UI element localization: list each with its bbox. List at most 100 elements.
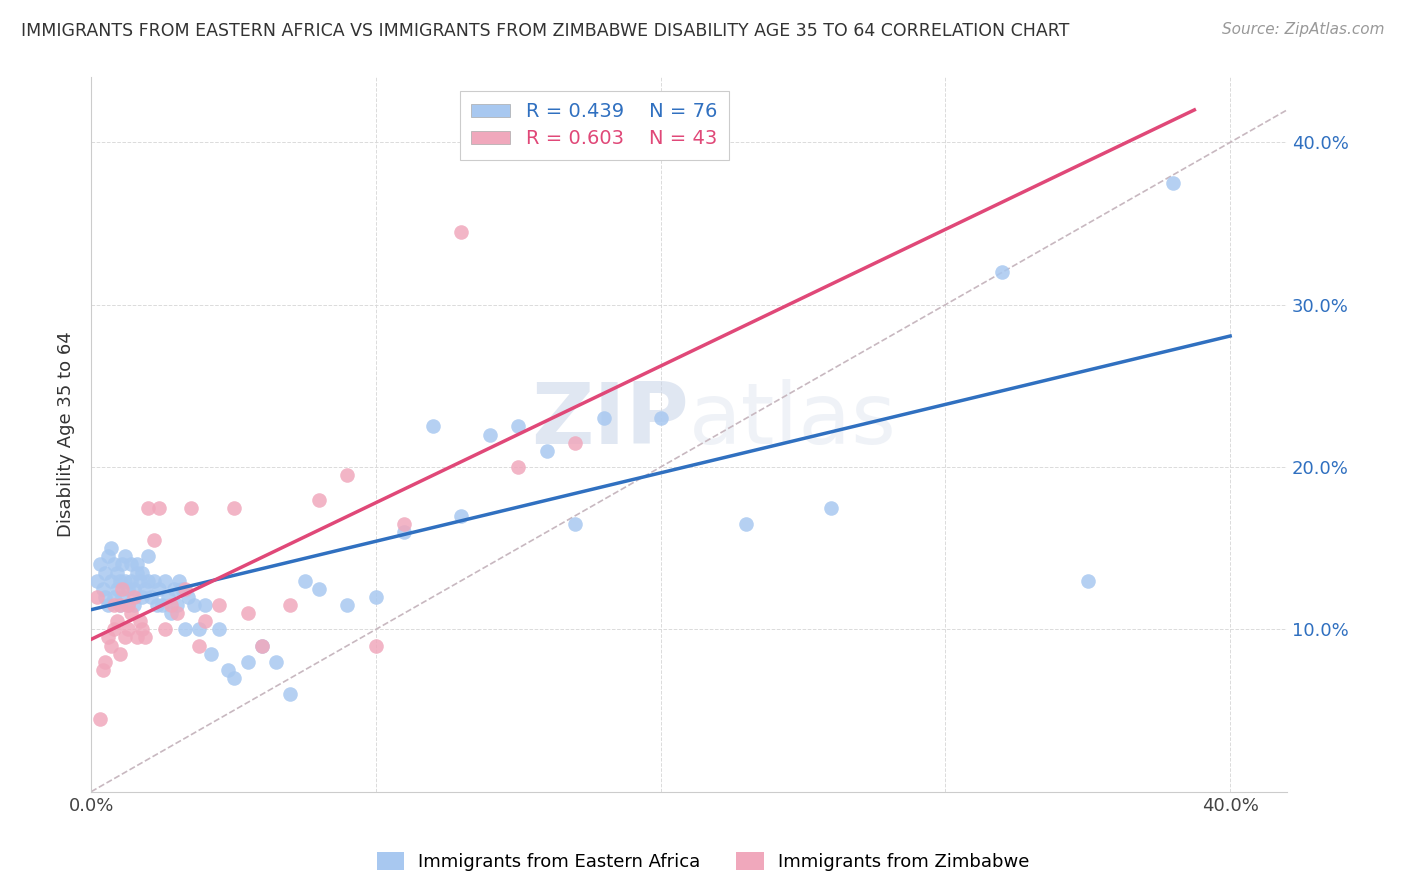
Point [114, 631, 136, 645]
Point [280, 598, 302, 612]
Point [128, 574, 150, 588]
Y-axis label: Disability Age 35 to 64: Disability Age 35 to 64 [58, 332, 75, 538]
Point [148, 500, 170, 515]
Point [131, 590, 153, 604]
Point [364, 639, 387, 653]
Point [174, 623, 197, 637]
Point [114, 574, 136, 588]
Point [1161, 176, 1184, 190]
Point [117, 598, 139, 612]
Point [136, 549, 159, 564]
Point [153, 574, 176, 588]
Point [108, 598, 131, 612]
Point [89, 712, 111, 726]
Point [97, 631, 120, 645]
Point [136, 500, 159, 515]
Point [86, 574, 108, 588]
Point [217, 663, 239, 677]
Point [131, 623, 153, 637]
Point [336, 468, 359, 483]
Point [100, 574, 122, 588]
Point [208, 598, 231, 612]
Point [134, 582, 156, 596]
Point [160, 606, 183, 620]
Point [508, 419, 530, 434]
Point [108, 647, 131, 661]
Point [97, 549, 120, 564]
Point [117, 623, 139, 637]
Point [103, 590, 125, 604]
Point [94, 566, 117, 580]
Point [394, 524, 416, 539]
Point [166, 598, 188, 612]
Legend: R = 0.439    N = 76, R = 0.603    N = 43: R = 0.439 N = 76, R = 0.603 N = 43 [460, 91, 728, 160]
Point [120, 574, 142, 588]
Point [222, 500, 245, 515]
Point [94, 655, 117, 669]
Text: IMMIGRANTS FROM EASTERN AFRICA VS IMMIGRANTS FROM ZIMBABWE DISABILITY AGE 35 TO : IMMIGRANTS FROM EASTERN AFRICA VS IMMIGR… [21, 22, 1070, 40]
Point [125, 631, 148, 645]
Point [86, 590, 108, 604]
Point [89, 558, 111, 572]
Point [264, 655, 287, 669]
Point [122, 582, 145, 596]
Point [111, 590, 134, 604]
Point [120, 558, 142, 572]
Point [592, 411, 614, 425]
Point [125, 558, 148, 572]
Point [236, 655, 259, 669]
Point [157, 590, 180, 604]
Point [105, 566, 128, 580]
Point [194, 598, 217, 612]
Point [103, 558, 125, 572]
Point [136, 574, 159, 588]
Point [120, 606, 142, 620]
Point [172, 582, 194, 596]
Point [364, 590, 387, 604]
Point [150, 598, 173, 612]
Point [183, 598, 205, 612]
Point [280, 687, 302, 701]
Point [180, 500, 202, 515]
Point [100, 541, 122, 556]
Point [508, 460, 530, 475]
Point [188, 639, 211, 653]
Text: Source: ZipAtlas.com: Source: ZipAtlas.com [1222, 22, 1385, 37]
Point [991, 265, 1014, 279]
Point [650, 411, 672, 425]
Point [114, 549, 136, 564]
Point [308, 582, 330, 596]
Point [250, 639, 273, 653]
Point [142, 533, 165, 547]
Point [142, 574, 165, 588]
Point [564, 435, 586, 450]
Point [117, 598, 139, 612]
Point [177, 590, 200, 604]
Point [394, 516, 416, 531]
Point [1077, 574, 1099, 588]
Point [122, 590, 145, 604]
Point [450, 225, 472, 239]
Point [128, 614, 150, 628]
Point [91, 582, 114, 596]
Point [103, 623, 125, 637]
Point [820, 500, 842, 515]
Point [250, 639, 273, 653]
Point [294, 574, 316, 588]
Point [564, 516, 586, 531]
Point [148, 582, 170, 596]
Legend: Immigrants from Eastern Africa, Immigrants from Zimbabwe: Immigrants from Eastern Africa, Immigran… [370, 845, 1036, 879]
Point [105, 582, 128, 596]
Point [422, 419, 444, 434]
Point [139, 590, 162, 604]
Point [336, 598, 359, 612]
Point [97, 598, 120, 612]
Point [236, 606, 259, 620]
Point [450, 508, 472, 523]
Point [222, 671, 245, 685]
Point [134, 631, 156, 645]
Text: atlas: atlas [689, 379, 897, 462]
Point [111, 582, 134, 596]
Point [100, 639, 122, 653]
Point [166, 606, 188, 620]
